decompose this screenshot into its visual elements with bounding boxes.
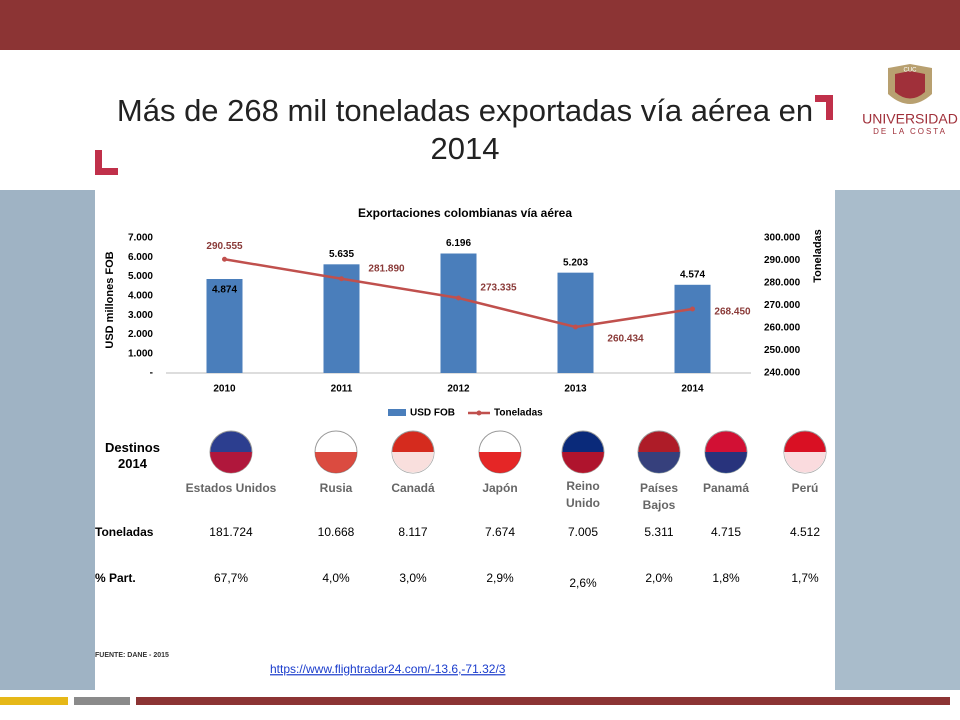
line-label: 281.890	[368, 263, 405, 274]
footer-stripe	[0, 697, 68, 705]
y2-tick-label: 280.000	[764, 278, 801, 289]
cell: 181.724	[209, 525, 253, 539]
country-name: Canadá	[391, 481, 435, 495]
flag-detail	[392, 452, 434, 473]
cell: 4.512	[790, 525, 820, 539]
logo-name: UNIVERSIDAD	[862, 111, 958, 127]
bar-label: 5.203	[563, 257, 588, 268]
country-name: Japón	[482, 481, 518, 495]
country-name: Reino Unido	[566, 479, 600, 510]
cell: 10.668	[318, 525, 355, 539]
country-name: Perú	[791, 481, 819, 495]
table-title: Destinos 2014	[105, 440, 160, 471]
corner-bracket	[815, 95, 833, 120]
cell: 8.117	[398, 525, 427, 539]
country-name: Estados Unidos	[185, 481, 277, 495]
y2-tick-label: 270.000	[764, 300, 801, 311]
y2-tick-label: 240.000	[764, 368, 801, 379]
bar-label: 4.574	[680, 269, 705, 280]
top-bar	[0, 0, 960, 50]
line-point	[573, 324, 578, 330]
y2-tick-label: 260.000	[764, 323, 801, 334]
bar-label: 6.196	[446, 238, 471, 249]
logo-subname: DE LA COSTA	[873, 127, 947, 136]
flag-detail	[210, 452, 252, 473]
legend-swatch	[476, 410, 482, 416]
x-tick-label: 2010	[213, 384, 236, 395]
y2-tick-label: 290.000	[764, 255, 801, 266]
flag-detail	[479, 452, 521, 473]
cell: 5.311	[644, 525, 673, 539]
line-point	[339, 276, 344, 282]
line-label: 290.555	[206, 241, 243, 252]
legend-label: USD FOB	[410, 408, 455, 419]
bar-label: 4.874	[212, 285, 237, 296]
line-label: 268.450	[714, 307, 751, 318]
flag-detail	[638, 452, 680, 473]
country-name: Panamá	[702, 481, 750, 495]
cell: 7.005	[568, 525, 598, 539]
bar	[206, 279, 243, 373]
y2-axis-label: Toneladas	[812, 229, 824, 283]
cell: 1,8%	[712, 571, 740, 585]
footer-stripe	[74, 697, 130, 705]
cell: 4,0%	[322, 571, 350, 585]
x-tick-label: 2013	[564, 384, 587, 395]
flag-detail	[315, 452, 357, 473]
y-tick-label: 3.000	[128, 310, 153, 321]
bar	[440, 253, 477, 373]
cell: 1,7%	[791, 571, 819, 585]
bar	[674, 284, 711, 373]
y-tick-label: 2.000	[128, 329, 153, 340]
link[interactable]: https://www.flightradar24.com/-13.6,-71.…	[270, 662, 506, 676]
cell: 4.715	[711, 525, 741, 539]
line-label: 273.335	[480, 283, 517, 294]
y-axis-label: USD millones FOB	[104, 251, 116, 348]
country-name: Países Bajos	[639, 481, 679, 512]
bar-label: 5.635	[329, 249, 354, 260]
cell: 2,6%	[569, 576, 597, 590]
flag-detail	[562, 452, 604, 473]
y-tick-label: 7.000	[128, 233, 153, 244]
cell: 2,0%	[645, 571, 673, 585]
cell: 67,7%	[214, 571, 248, 585]
row-label: Toneladas	[95, 525, 154, 539]
logo-badge: CUC	[904, 68, 918, 74]
cell: 2,9%	[486, 571, 514, 585]
y-tick-label: 1.000	[128, 348, 153, 359]
line-point	[690, 306, 695, 312]
y-tick-label: 4.000	[128, 290, 153, 301]
flag-detail	[784, 452, 826, 473]
y2-tick-label: 250.000	[764, 345, 801, 356]
legend-swatch	[388, 409, 406, 416]
chart-title: Exportaciones colombianas vía aérea	[358, 206, 572, 220]
slide-title: Más de 268 mil toneladas exportadas vía …	[116, 93, 814, 166]
x-tick-label: 2012	[447, 384, 470, 395]
footer-stripe	[136, 697, 950, 705]
y2-tick-label: 300.000	[764, 233, 801, 244]
flag-detail	[705, 452, 747, 473]
y-tick-label: 6.000	[128, 252, 153, 263]
legend-label: Toneladas	[494, 408, 543, 419]
background-photo	[835, 190, 960, 690]
y-tick-label: -	[150, 368, 153, 379]
line-point	[222, 256, 227, 262]
y-tick-label: 5.000	[128, 271, 153, 282]
bar	[323, 264, 360, 373]
country-name: Rusia	[319, 481, 353, 495]
x-tick-label: 2014	[681, 384, 704, 395]
x-tick-label: 2011	[331, 384, 353, 395]
line-label: 260.434	[607, 334, 644, 345]
cell: 7.674	[485, 525, 515, 539]
logo-shield-inner	[895, 71, 925, 99]
cell: 3,0%	[399, 571, 427, 585]
row-label: % Part.	[95, 571, 136, 585]
line-point	[456, 295, 461, 301]
source: FUENTE: DANE - 2015	[95, 652, 169, 659]
corner-bracket	[95, 150, 118, 175]
background-photo	[0, 190, 95, 690]
